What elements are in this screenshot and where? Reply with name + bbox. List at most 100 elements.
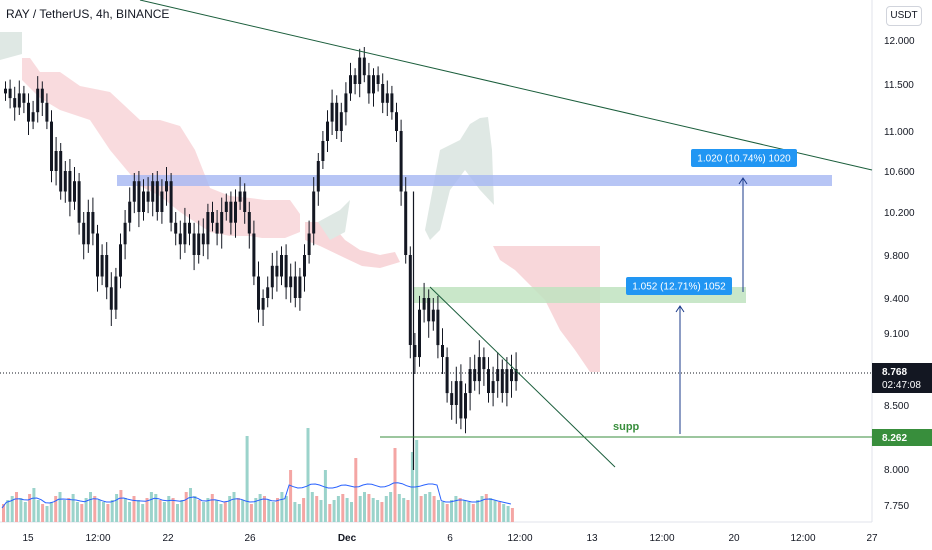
candle-body	[454, 381, 458, 405]
candle-body	[431, 309, 435, 322]
candle-body	[105, 255, 109, 288]
candle-body	[197, 233, 201, 255]
measure-arrow-upper-head	[738, 177, 748, 185]
candle-body	[464, 393, 467, 419]
candle-body	[399, 131, 403, 192]
candle-body	[123, 222, 127, 245]
volume-bar	[302, 498, 306, 522]
volume-bar	[484, 494, 488, 522]
candle-body	[316, 161, 320, 192]
volume-bar	[267, 500, 271, 522]
candle-body	[505, 369, 509, 393]
candle-body	[50, 121, 53, 171]
candle-body	[220, 212, 224, 234]
candle-body	[257, 276, 260, 310]
volume-bar	[419, 496, 423, 522]
candle-body	[381, 84, 385, 103]
time-tick-label: 27	[866, 533, 878, 544]
volume-bar	[228, 496, 232, 522]
volume-bar	[480, 496, 484, 522]
candle-body	[234, 201, 237, 223]
volume-bar	[263, 496, 266, 522]
candle-body	[275, 265, 279, 277]
candle-body	[362, 57, 366, 76]
candle-body	[132, 181, 136, 202]
candle-body	[13, 98, 17, 108]
candle-body	[339, 112, 343, 131]
candle-body	[119, 244, 122, 277]
resistance-zone	[117, 175, 832, 186]
candle-body	[206, 212, 210, 245]
volume-bar	[371, 498, 375, 522]
volume-bar	[450, 500, 453, 522]
candle-body	[418, 309, 421, 358]
volume-bar	[80, 504, 84, 522]
candle-body	[487, 369, 490, 393]
volume-bar	[123, 498, 127, 522]
volume-bar	[389, 492, 393, 522]
price-tick-label: 12.000	[884, 36, 915, 47]
volume-bar	[49, 502, 53, 522]
candle-body	[298, 276, 302, 298]
volume-bar	[454, 496, 458, 522]
candle-body	[413, 345, 417, 357]
volume-bar	[149, 492, 153, 522]
candle-body	[293, 276, 297, 298]
volume-bar	[119, 490, 123, 522]
volume-bar	[219, 504, 223, 522]
time-tick-label: 26	[244, 533, 256, 544]
candle-body	[289, 276, 293, 288]
volume-bar	[84, 498, 88, 522]
candle-body	[73, 181, 76, 202]
candle-body	[100, 255, 104, 277]
volume-bar	[397, 494, 401, 522]
volume-bar	[15, 492, 18, 522]
time-tick-label: 12:00	[507, 533, 532, 544]
volume-bar	[58, 492, 62, 522]
volume-bar	[71, 494, 75, 522]
candle-body	[178, 233, 182, 245]
candle-body	[372, 75, 375, 94]
candle-body	[114, 276, 118, 310]
volume-bar	[115, 494, 119, 522]
ichimoku-cloud-bullish-right	[425, 117, 494, 240]
candle-body	[303, 255, 306, 277]
price-tick-label: 10.600	[884, 167, 915, 178]
candle-body	[211, 212, 214, 223]
candle-body	[266, 287, 270, 298]
candle-body	[91, 212, 95, 234]
volume-bar	[197, 500, 201, 522]
candle-body	[45, 102, 49, 122]
volume-bar	[45, 506, 49, 522]
volume-bar	[215, 500, 219, 522]
volume-bar	[223, 502, 227, 522]
volume-bar	[493, 500, 497, 522]
price-tick-label: 9.100	[884, 329, 909, 340]
volume-bar	[393, 448, 397, 522]
volume-bar	[19, 498, 23, 522]
volume-bar	[428, 492, 432, 522]
candle-body	[160, 191, 164, 212]
currency-badge[interactable]: USDT	[886, 6, 922, 26]
volume-bar	[180, 500, 184, 522]
volume-bar	[476, 500, 480, 522]
volume-bar	[110, 500, 114, 522]
time-tick-label: 13	[586, 533, 598, 544]
candle-body	[353, 75, 357, 84]
volume-bar	[437, 500, 440, 522]
volume-bar	[10, 496, 14, 522]
candle-body	[151, 181, 155, 202]
volume-bar	[423, 494, 427, 522]
time-tick-label: Dec	[338, 533, 357, 544]
measure-label-lower-box	[626, 277, 732, 295]
candle-body	[77, 181, 81, 223]
ichimoku-cloud-bullish-left	[0, 32, 22, 60]
volume-bar	[106, 504, 110, 522]
volume-bar	[23, 502, 27, 522]
candle-body	[96, 233, 99, 277]
volume-bar	[445, 504, 449, 522]
volume-bar	[41, 504, 45, 522]
candle-body	[142, 191, 145, 212]
volume-bar	[415, 440, 419, 522]
